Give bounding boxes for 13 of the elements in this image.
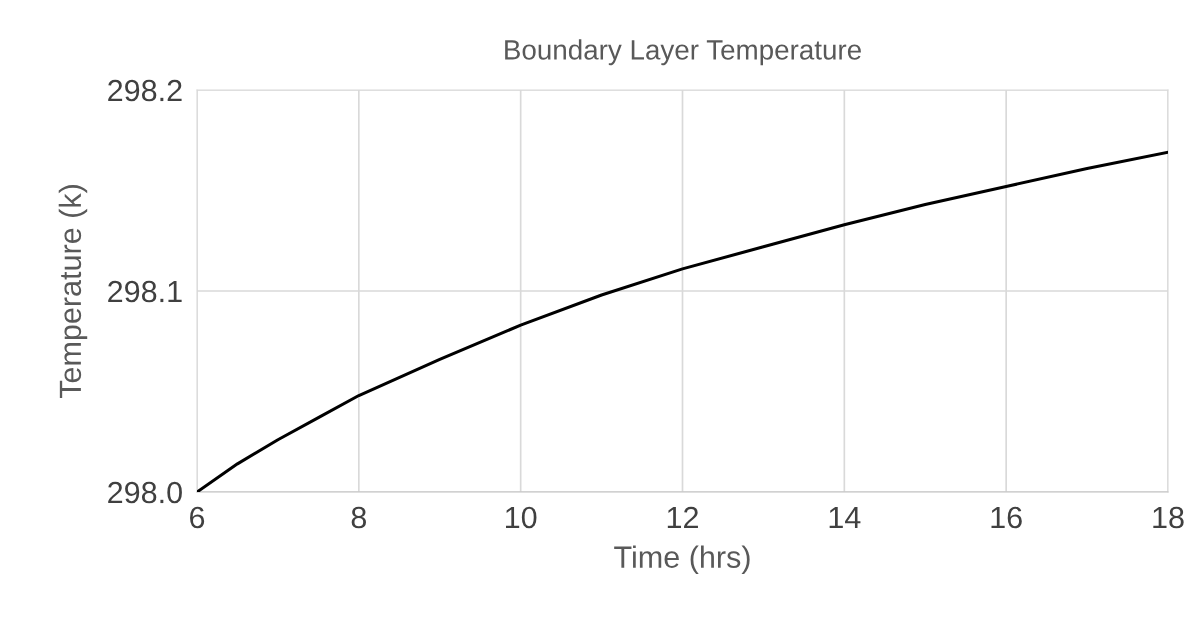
x-tick-label: 6 <box>190 506 205 529</box>
x-tick-label: 16 <box>991 506 1022 529</box>
y-tick-label: 298.1 <box>108 280 182 303</box>
y-tick-label: 298.0 <box>108 481 182 504</box>
x-axis-title: Time (hrs) <box>614 545 750 574</box>
x-tick-label: 12 <box>667 506 698 529</box>
y-tick-label: 298.2 <box>108 79 182 102</box>
x-tick-label: 18 <box>1153 506 1184 529</box>
chart-title: Boundary Layer Temperature <box>505 39 861 66</box>
x-tick-label: 10 <box>506 506 537 529</box>
x-tick-label: 8 <box>351 506 366 529</box>
x-tick-label: 14 <box>829 507 861 529</box>
y-axis-title: Temperature (k) <box>58 185 88 399</box>
